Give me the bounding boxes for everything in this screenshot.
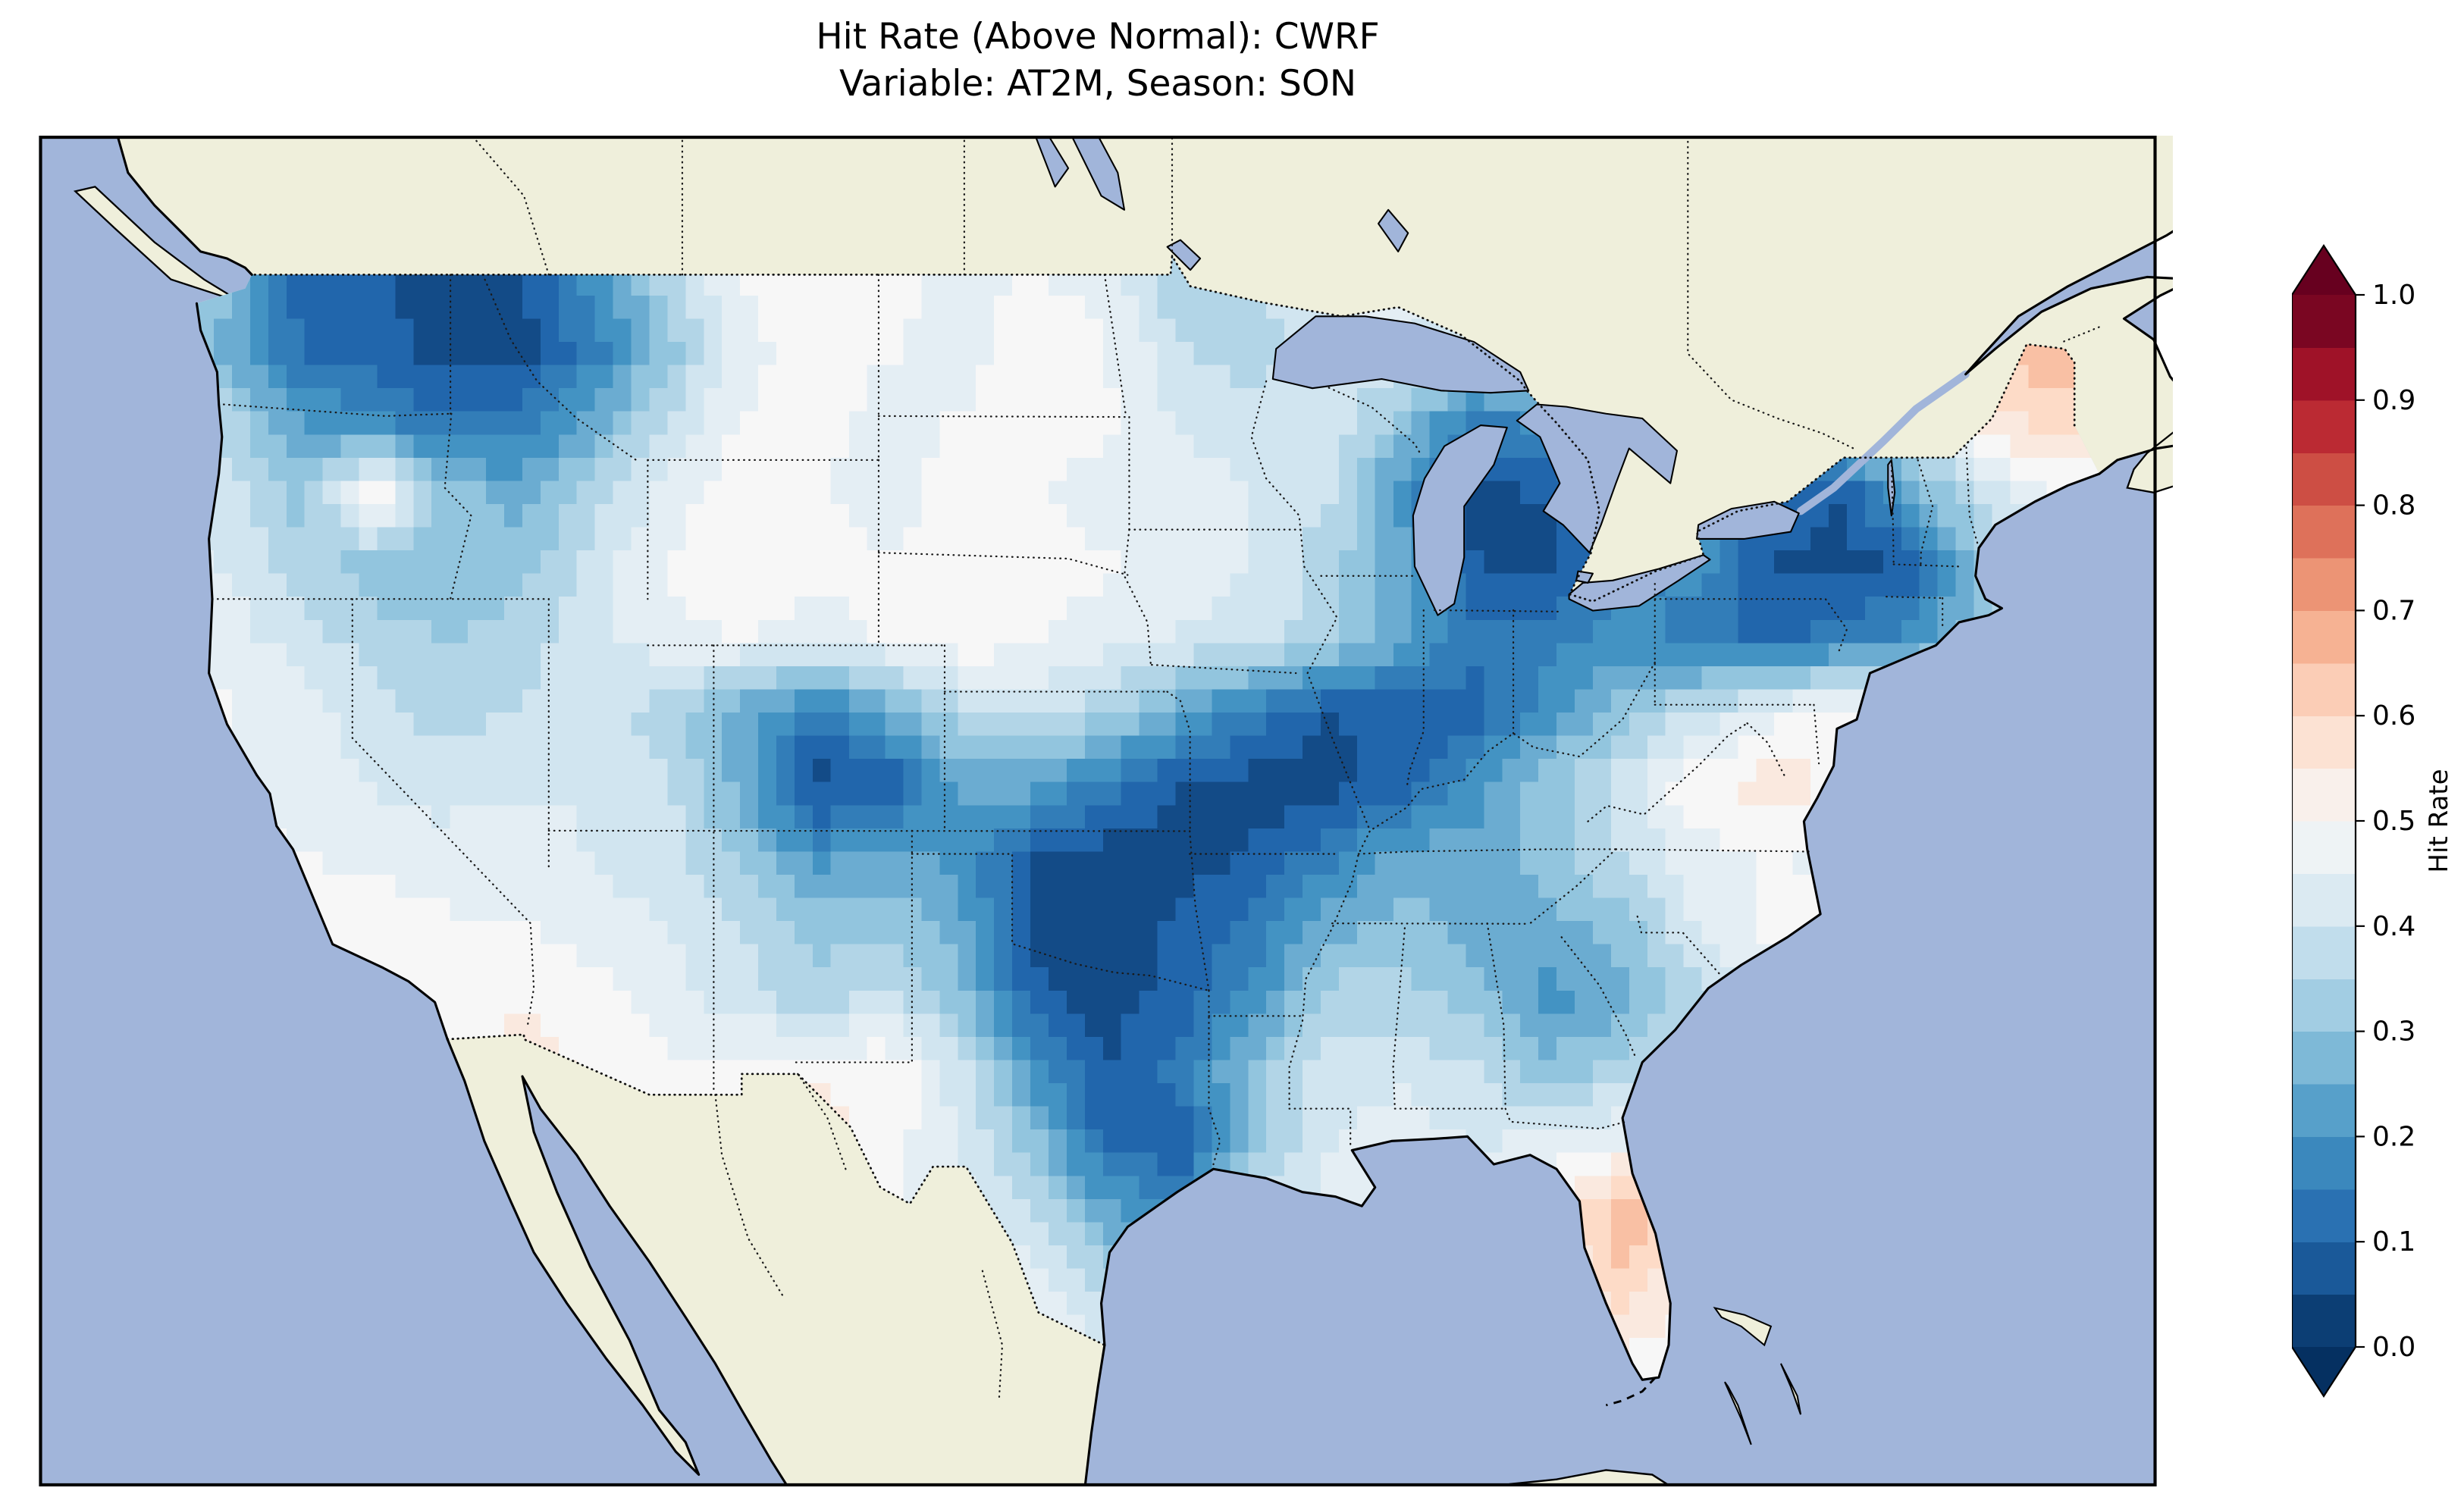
state-border — [1250, 380, 1372, 1110]
map-frame — [39, 136, 2157, 1486]
st-lawrence-river — [1796, 370, 1970, 515]
state-border — [222, 403, 453, 418]
colorbar-tick-label: 0.5 — [2372, 806, 2415, 837]
colorbar-tick-label: 0.6 — [2372, 700, 2415, 731]
colorbar-bands — [2292, 295, 2356, 1348]
coastline — [116, 136, 253, 276]
state-border — [1103, 274, 1127, 418]
colorbar-tick-label: 0.0 — [2372, 1332, 2415, 1363]
province-border — [470, 136, 550, 276]
colorbar-tick-label: 0.7 — [2372, 595, 2415, 626]
mexico-landmass — [447, 1034, 1105, 1486]
lake — [1166, 239, 1202, 271]
colorbar-tick-label: 0.8 — [2372, 490, 2415, 521]
mexican-state-border — [797, 1073, 848, 1175]
state-border — [1328, 387, 1422, 456]
state-border — [351, 598, 535, 1029]
state-border — [1166, 691, 1191, 832]
state-border — [877, 552, 1129, 576]
lake — [1696, 500, 1800, 540]
coastline — [1964, 230, 2173, 475]
coastline — [195, 302, 449, 1041]
state-border — [547, 829, 1191, 832]
bahamas-island — [1713, 1306, 1773, 1347]
province-border — [1687, 136, 1854, 449]
province-border — [2063, 324, 2104, 343]
state-border — [1288, 1107, 1352, 1147]
state-border — [1392, 927, 1406, 1110]
state-border — [1357, 848, 1617, 855]
state-border — [481, 274, 638, 462]
colorbar-tick-label: 0.2 — [2372, 1121, 2415, 1152]
state-border — [1208, 989, 1221, 1166]
lake — [1516, 403, 1679, 554]
lake — [1071, 136, 1126, 211]
colorbar-extend-max — [2292, 246, 2356, 295]
state-border — [1636, 915, 1723, 977]
lake — [1034, 136, 1070, 188]
state-border — [792, 829, 914, 1063]
florida-keys — [1605, 1377, 1657, 1407]
colorbar-extend-min — [2292, 1347, 2356, 1396]
title-block: Hit Rate (Above Normal): CWRF Variable: … — [23, 14, 2173, 108]
state-border — [1892, 563, 1961, 568]
coastlines — [116, 136, 2173, 1486]
state-border — [1654, 598, 1848, 653]
national-border — [446, 1033, 1106, 1346]
colorbar: 0.0 0.1 0.2 0.3 0.4 0.5 0.6 0.7 0.8 0.9 1.0 Hit Rat… — [2292, 244, 2454, 1398]
state-border — [1331, 922, 1531, 925]
colorbar-tick-label: 0.1 — [2372, 1226, 2415, 1258]
lake — [1575, 570, 1594, 584]
coastline — [446, 1038, 789, 1486]
state-border — [1813, 703, 1820, 765]
state-border — [911, 853, 1210, 991]
state-border — [1528, 848, 1617, 925]
lake — [1271, 315, 1530, 394]
lake — [1378, 208, 1409, 252]
state-border — [1406, 609, 1425, 791]
figure-subtitle: Variable: AT2M, Season: SON — [839, 63, 1356, 105]
us-hit-rate-map — [39, 136, 2173, 1486]
cuba — [1509, 1469, 1672, 1486]
state-border — [877, 415, 1127, 418]
canada-landmass — [117, 136, 2173, 602]
state-border — [444, 412, 472, 600]
lake — [1887, 459, 1896, 517]
state-border — [1615, 848, 1812, 853]
colorbar-ticks: 0.0 0.1 0.2 0.3 0.4 0.5 0.6 0.7 0.8 0.9 1.0 — [2356, 280, 2415, 1363]
state-border — [1504, 1107, 1625, 1130]
coastline — [1083, 1343, 1106, 1486]
state-border — [1965, 445, 1980, 550]
colorbar-tick-label: 0.9 — [2372, 385, 2415, 416]
coastline — [1100, 472, 2101, 1381]
lake — [1412, 424, 1508, 616]
bahamas-island — [1724, 1381, 1752, 1445]
colorbar-tick-label: 0.4 — [2372, 911, 2415, 942]
national-border — [250, 252, 2076, 603]
bahamas-island — [1779, 1363, 1802, 1415]
colorbar-tick-label: 1.0 — [2372, 280, 2415, 311]
state-border — [1890, 459, 1895, 565]
state-border — [1433, 609, 1560, 612]
admin-boundaries — [211, 136, 2104, 1402]
figure-title: Hit Rate (Above Normal): CWRF — [816, 16, 1380, 58]
colorbar-tick-label: 0.3 — [2372, 1016, 2415, 1048]
colorbar-axis-label: Hit Rate — [2424, 769, 2454, 872]
